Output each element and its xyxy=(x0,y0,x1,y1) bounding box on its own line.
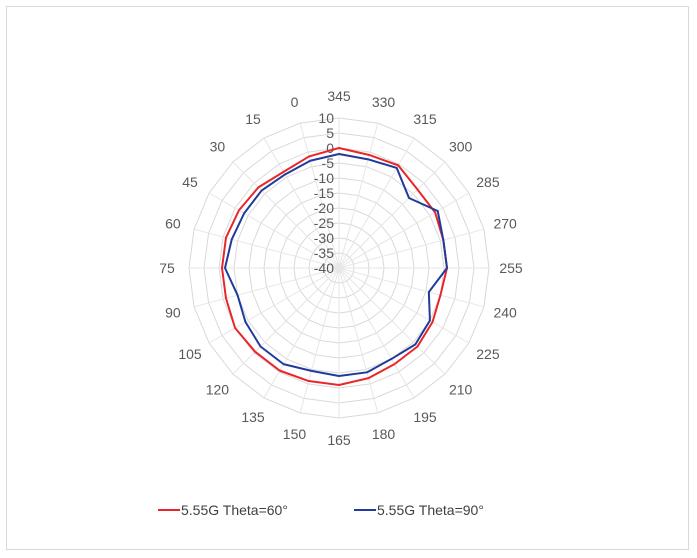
radial-tick-label: -25 xyxy=(314,215,334,231)
grid-spoke xyxy=(193,228,340,269)
series-group xyxy=(221,147,448,386)
grid-spoke xyxy=(338,267,470,344)
grid-spoke xyxy=(208,192,340,269)
series-line-2 xyxy=(224,153,448,377)
angle-tick-label: 240 xyxy=(493,305,517,321)
angle-tick-label: 45 xyxy=(182,174,198,190)
grid-spoke xyxy=(338,267,485,308)
radial-tick-label: -10 xyxy=(314,170,334,186)
radial-tick-label: -15 xyxy=(314,185,334,201)
radial-tick-label: 5 xyxy=(326,125,334,141)
grid-spoke xyxy=(263,267,340,399)
radial-tick-label: -35 xyxy=(314,245,334,261)
radial-tick-label: 0 xyxy=(326,140,334,156)
chart-frame xyxy=(6,6,689,550)
angle-tick-label: 105 xyxy=(178,346,202,362)
angle-tick-label: 210 xyxy=(449,382,473,398)
grid-spoke xyxy=(338,267,415,399)
angle-tick-label: 330 xyxy=(372,94,396,110)
grid-spoke xyxy=(263,137,340,269)
angle-tick-label: 150 xyxy=(283,426,307,442)
grid-spoke xyxy=(338,267,446,375)
angle-tick-label: 165 xyxy=(327,432,351,448)
angle-tick-label: 225 xyxy=(476,346,500,362)
angle-tick-labels: 345 3303153002852702552402252101951801651… xyxy=(159,88,523,448)
grid-spoke xyxy=(338,192,470,269)
radial-tick-label: 10 xyxy=(318,110,334,126)
radar-spokes xyxy=(189,118,489,418)
angle-tick-label: 75 xyxy=(159,260,175,276)
grid-spoke xyxy=(338,137,415,269)
grid-spoke xyxy=(338,267,379,414)
angle-tick-label: 15 xyxy=(245,111,261,127)
grid-spoke xyxy=(338,161,446,269)
angle-tick-label: 120 xyxy=(206,382,230,398)
legend-label-2: 5.55G Theta=90° xyxy=(377,502,484,518)
angle-tick-label: 345 xyxy=(327,88,351,104)
series-line-1 xyxy=(221,147,448,386)
angle-tick-label: 0 xyxy=(291,94,299,110)
angle-tick-label: 285 xyxy=(476,174,500,190)
angle-tick-label: 300 xyxy=(449,138,473,154)
grid-spoke xyxy=(338,122,379,269)
grid-spoke xyxy=(299,122,340,269)
angle-tick-label: 135 xyxy=(241,409,265,425)
radial-tick-label: -5 xyxy=(322,155,335,171)
radial-tick-label: -20 xyxy=(314,200,334,216)
grid-spoke xyxy=(208,267,340,344)
grid-spoke xyxy=(232,267,340,375)
radial-tick-label: -30 xyxy=(314,230,334,246)
angle-tick-label: 195 xyxy=(413,409,437,425)
angle-tick-label: 30 xyxy=(210,138,226,154)
radial-tick-label: -40 xyxy=(314,260,334,276)
angle-tick-label: 90 xyxy=(165,305,181,321)
angle-tick-label: 60 xyxy=(165,215,181,231)
angle-tick-label: 255 xyxy=(499,260,523,276)
angle-tick-label: 270 xyxy=(493,215,517,231)
legend: 5.55G Theta=60° 5.55G Theta=90° xyxy=(158,502,484,518)
grid-spoke xyxy=(299,267,340,414)
grid-spoke xyxy=(232,161,340,269)
grid-spoke xyxy=(338,228,485,269)
grid-spoke xyxy=(193,267,340,308)
angle-tick-label: 180 xyxy=(372,426,396,442)
legend-label-1: 5.55G Theta=60° xyxy=(181,502,288,518)
angle-tick-label: 315 xyxy=(413,111,437,127)
